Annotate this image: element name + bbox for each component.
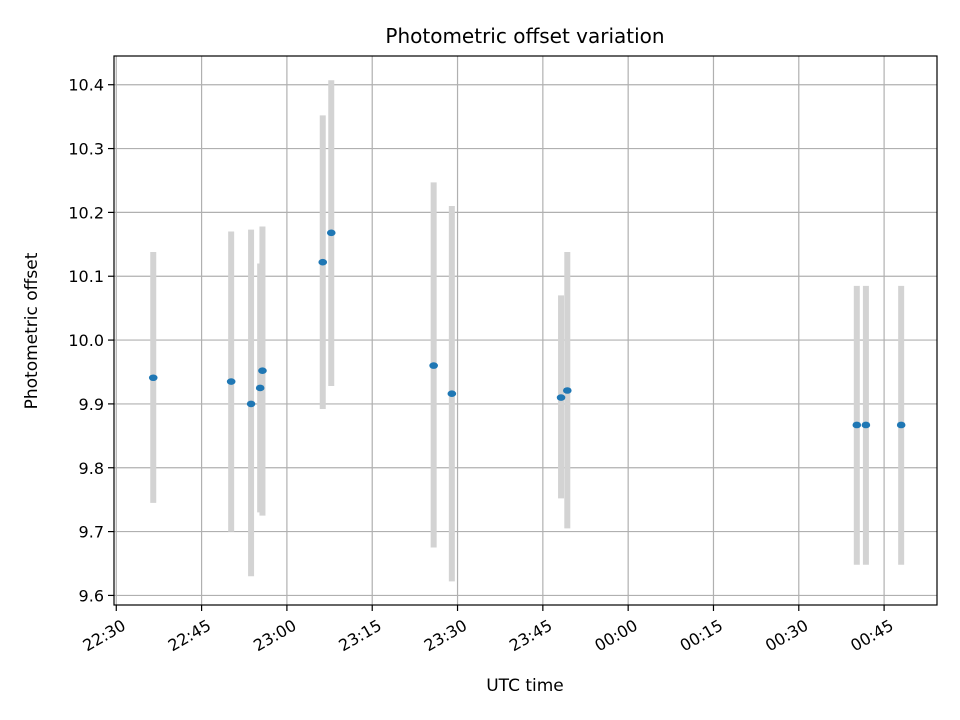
data-point: [246, 400, 256, 408]
y-tick-label: 10.2: [68, 203, 104, 222]
x-axis-label: UTC time: [486, 676, 564, 696]
data-point: [429, 362, 438, 369]
y-tick-label: 9.8: [79, 459, 104, 478]
y-tick-label: 10.3: [68, 140, 104, 159]
plot-frame: [113, 55, 938, 606]
data-points: [148, 229, 906, 429]
data-point: [258, 367, 267, 375]
y-tick-label: 9.9: [79, 395, 104, 414]
y-axis-label: Photometric offset: [22, 252, 42, 409]
y-tick-label: 10.0: [68, 331, 104, 350]
data-point: [148, 374, 158, 382]
data-point: [896, 421, 906, 429]
data-point: [556, 394, 566, 401]
y-tick-label: 10.4: [68, 76, 104, 95]
data-point: [447, 390, 457, 397]
data-point: [563, 387, 572, 394]
data-point: [255, 384, 265, 392]
data-point: [326, 229, 336, 237]
y-axis: 9.6 9.7 9.8 9.9 10.0 10.1 10.2 10.3 10.4: [68, 76, 114, 605]
data-point: [861, 421, 871, 429]
data-point: [318, 258, 328, 266]
y-tick-label: 10.1: [68, 267, 104, 286]
data-point: [226, 378, 236, 385]
chart-title: Photometric offset variation: [385, 24, 664, 48]
y-tick-label: 9.7: [79, 523, 104, 542]
data-point: [852, 421, 862, 429]
y-tick-label: 9.6: [79, 586, 104, 605]
